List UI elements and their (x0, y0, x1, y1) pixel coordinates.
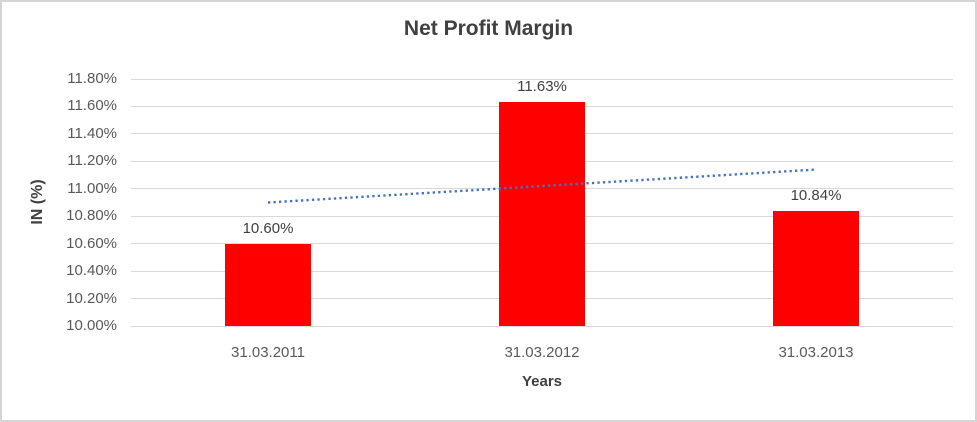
y-tick-label: 11.40% (67, 124, 117, 142)
x-tick-label: 31.03.2011 (231, 344, 305, 361)
y-tick-label: 10.00% (66, 317, 117, 334)
chart-title: Net Profit Margin (403, 17, 574, 40)
bar-data-label: 10.60% (242, 219, 294, 237)
x-axis-line (131, 325, 953, 327)
x-tick-label: 31.03.2012 (504, 344, 580, 361)
bar (773, 210, 859, 326)
gridline (131, 78, 953, 80)
bar (499, 102, 585, 326)
x-tick-label: 31.03.2013 (778, 344, 854, 361)
bar-data-label: 10.84% (790, 186, 842, 204)
y-tick-label: 10.40% (66, 262, 117, 280)
bar (225, 243, 311, 326)
y-tick-label: 10.20% (66, 289, 117, 307)
plot-area: 10.60% 11.63% 10.84% (131, 78, 953, 327)
y-tick-label: 11.00% (67, 179, 117, 197)
x-axis-title: Years (521, 373, 563, 390)
y-tick-label: 10.80% (66, 207, 117, 225)
y-axis-title: IN (%) (29, 179, 46, 225)
trendline (267, 168, 817, 204)
y-tick-label: 11.80% (67, 70, 117, 87)
bar-data-label: 11.63% (517, 78, 567, 96)
y-tick-label: 11.20% (67, 152, 117, 170)
y-tick-label: 10.60% (66, 234, 117, 252)
y-tick-label: 11.60% (67, 97, 117, 115)
